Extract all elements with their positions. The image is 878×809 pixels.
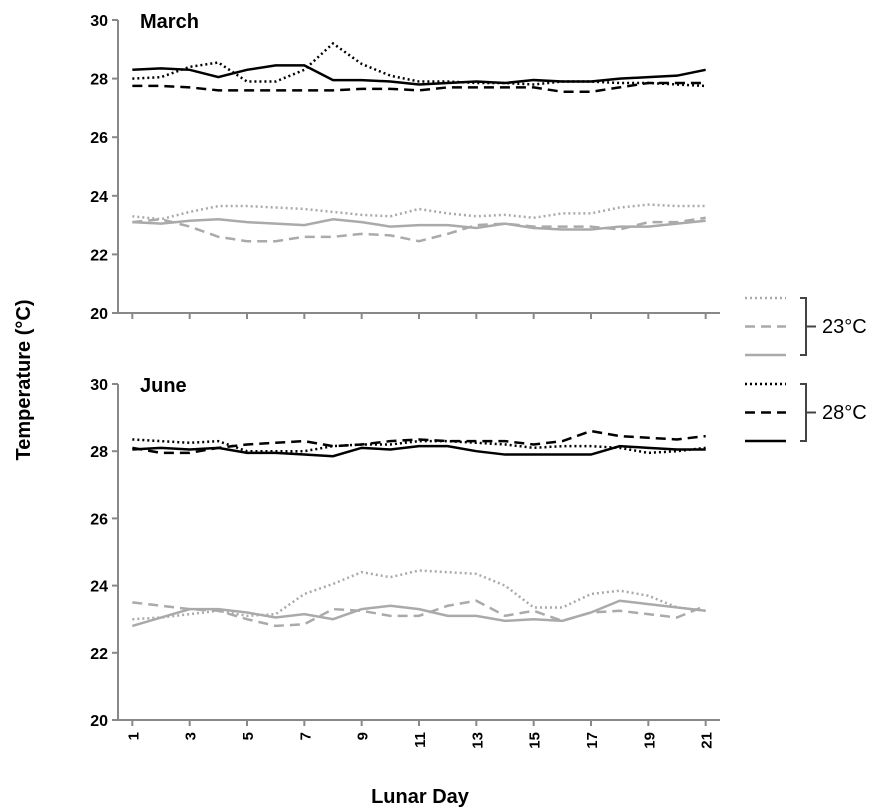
- legend-bracket: [800, 297, 816, 356]
- y-tick-label: 20: [90, 306, 108, 323]
- x-tick-label: 1: [125, 732, 142, 740]
- data-line: [132, 444, 706, 458]
- y-tick-label: 24: [90, 579, 108, 596]
- data-line: [132, 438, 706, 455]
- y-tick-label: 22: [90, 247, 108, 264]
- y-tick-label: 30: [90, 377, 108, 394]
- data-line: [132, 216, 706, 243]
- legend-bracket: [800, 383, 816, 442]
- x-tick-label: 19: [641, 732, 658, 749]
- data-line: [132, 599, 707, 628]
- y-tick-label: 24: [90, 189, 108, 206]
- y-tick-label: 30: [90, 13, 108, 30]
- legend-label: 23°C: [822, 316, 867, 338]
- x-tick-label: 17: [584, 732, 601, 749]
- y-tick-label: 26: [90, 130, 108, 147]
- y-tick-label: 28: [90, 444, 108, 461]
- data-line: [132, 64, 706, 86]
- y-tick-label: 20: [90, 713, 108, 730]
- data-line: [132, 429, 706, 455]
- x-tick-label: 13: [469, 732, 486, 749]
- legend-label: 28°C: [822, 402, 867, 424]
- y-tick-label: 28: [90, 72, 108, 89]
- x-tick-label: 21: [699, 732, 716, 749]
- y-axis-label: Temperature (°C): [13, 300, 35, 461]
- data-line: [131, 599, 706, 628]
- x-tick-label: 3: [183, 732, 200, 740]
- x-tick-label: 5: [240, 732, 257, 740]
- y-tick-label: 26: [90, 511, 108, 528]
- y-tick-label: 22: [90, 646, 108, 663]
- x-tick-label: 9: [355, 732, 372, 740]
- panel-title: March: [140, 11, 199, 33]
- panel-title: June: [140, 375, 187, 397]
- data-line: [132, 217, 706, 231]
- x-tick-label: 15: [527, 732, 544, 749]
- data-line: [132, 203, 706, 221]
- data-line: [132, 41, 706, 88]
- x-tick-label: 11: [412, 732, 429, 748]
- x-axis-label: Lunar Day: [371, 786, 470, 808]
- x-tick-label: 7: [297, 732, 314, 740]
